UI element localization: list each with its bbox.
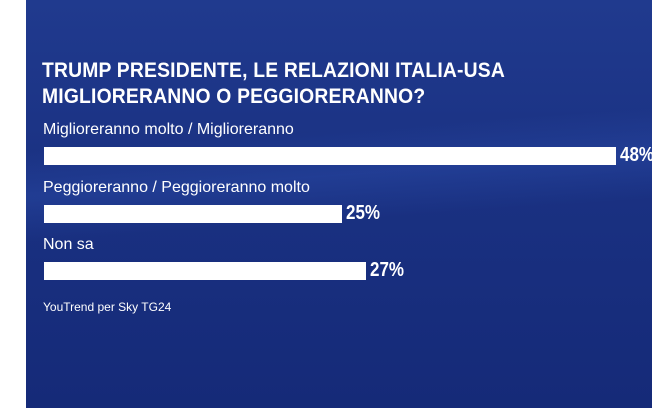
chart-title: TRUMP PRESIDENTE, LE RELAZIONI ITALIA-US… [42, 58, 557, 110]
category-label-miglioreranno: Miglioreranno molto / Miglioreranno [43, 121, 294, 138]
value-label-miglioreranno: 48% [620, 144, 652, 166]
chart-title-line-2: MIGLIORERANNO O PEGGIORERANNO? [42, 85, 426, 108]
chart-panel: TRUMP PRESIDENTE, LE RELAZIONI ITALIA-US… [26, 0, 652, 408]
category-label-peggioreranno: Peggioreranno / Peggioreranno molto [43, 179, 310, 196]
value-label-non-sa: 27% [370, 259, 405, 281]
source-note: YouTrend per Sky TG24 [43, 300, 172, 314]
bar-miglioreranno [44, 147, 616, 165]
bar-non-sa [44, 262, 366, 280]
category-label-non-sa: Non sa [43, 236, 94, 253]
chart-title-line-1: TRUMP PRESIDENTE, LE RELAZIONI ITALIA-US… [42, 59, 506, 82]
bar-peggioreranno [44, 205, 342, 223]
value-label-peggioreranno: 25% [346, 202, 381, 224]
